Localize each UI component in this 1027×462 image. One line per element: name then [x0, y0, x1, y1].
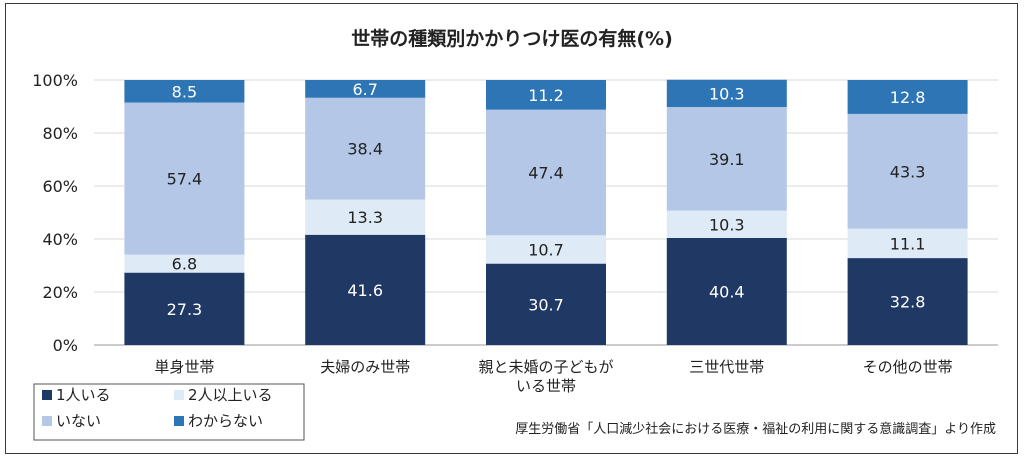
x-tick-label: 三世代世帯 — [689, 358, 764, 376]
data-label: 41.6 — [347, 281, 383, 300]
y-tick-label: 80% — [42, 124, 78, 143]
legend-label: わからない — [188, 412, 263, 430]
bar-segment — [305, 80, 426, 98]
bar-segment — [666, 79, 787, 108]
bars: 27.3 6.8 57.4 8.5 41.6 13.3 38.4 6.7 30.7 10.7 47.… — [124, 79, 968, 345]
bar-segment — [847, 258, 968, 345]
data-label: 13.3 — [347, 208, 383, 227]
data-label: 43.3 — [890, 162, 926, 181]
source-note: 厚生労働省「人口減少社会における医療・福祉の利用に関する意識調査」より作成 — [515, 421, 996, 437]
bar-segment — [124, 102, 245, 255]
legend-swatch — [42, 390, 52, 400]
stacked-bar-chart: 世帯の種類別かかりつけ医の有無(%) 0% 20% 40% 60% 80% 100% 27… — [32, 27, 998, 441]
data-label: 11.2 — [528, 86, 564, 105]
bar-segment — [486, 109, 606, 236]
data-label: 6.7 — [352, 80, 377, 99]
bar-segment — [124, 254, 245, 273]
y-tick-label: 20% — [42, 283, 78, 302]
legend-swatch — [174, 390, 184, 400]
bar-segment — [305, 234, 426, 345]
data-label: 39.1 — [709, 150, 745, 169]
y-tick-label: 100% — [32, 71, 78, 90]
y-tick-label: 60% — [42, 177, 78, 196]
bar-segment — [305, 97, 426, 200]
legend-swatch — [174, 416, 184, 426]
bar-segment — [847, 228, 968, 259]
x-tick-label: 夫婦のみ世帯 — [320, 358, 410, 376]
bar-segment — [486, 263, 606, 345]
chart-title: 世帯の種類別かかりつけ医の有無(%) — [351, 27, 673, 50]
y-tick-label: 40% — [42, 230, 78, 249]
legend-label: いない — [56, 412, 101, 430]
data-label: 38.4 — [347, 140, 383, 159]
data-label: 11.1 — [890, 234, 926, 253]
legend-box — [33, 383, 305, 441]
data-label: 30.7 — [528, 295, 564, 314]
bar-segment — [486, 235, 606, 264]
data-label: 40.4 — [709, 282, 745, 301]
data-label: 27.3 — [167, 300, 203, 319]
bar-segment — [847, 80, 968, 114]
data-label: 6.8 — [172, 255, 197, 274]
x-tick-label: 親と未婚の子どもが — [478, 358, 613, 376]
bar-segment — [124, 272, 245, 345]
data-label: 47.4 — [528, 163, 564, 182]
bar-segment — [666, 237, 787, 345]
x-tick-label: いる世帯 — [516, 377, 576, 395]
bar-segment — [666, 107, 787, 211]
data-label: 10.3 — [709, 84, 745, 103]
legend-swatch — [42, 416, 52, 426]
legend-label: 1人いる — [56, 386, 111, 404]
data-label: 10.7 — [528, 240, 564, 259]
data-label: 10.3 — [709, 215, 745, 234]
bar-segment — [486, 80, 606, 110]
y-tick-label: 0% — [53, 336, 78, 355]
data-label: 32.8 — [890, 293, 926, 312]
bar-segment — [124, 80, 245, 103]
bar-segment — [666, 210, 787, 238]
bar-segment — [847, 113, 968, 229]
chart-frame: 世帯の種類別かかりつけ医の有無(%) 0% 20% 40% 60% 80% 100% 27… — [5, 3, 1018, 454]
bar-segment — [305, 199, 426, 235]
data-label: 12.8 — [890, 88, 926, 107]
data-label: 8.5 — [172, 82, 197, 101]
x-tick-label: 単身世帯 — [154, 358, 214, 376]
data-label: 57.4 — [167, 170, 203, 189]
x-tick-label: その他の世帯 — [863, 358, 953, 376]
legend-label: 2人以上いる — [188, 386, 273, 404]
y-axis: 0% 20% 40% 60% 80% 100% — [32, 71, 78, 355]
